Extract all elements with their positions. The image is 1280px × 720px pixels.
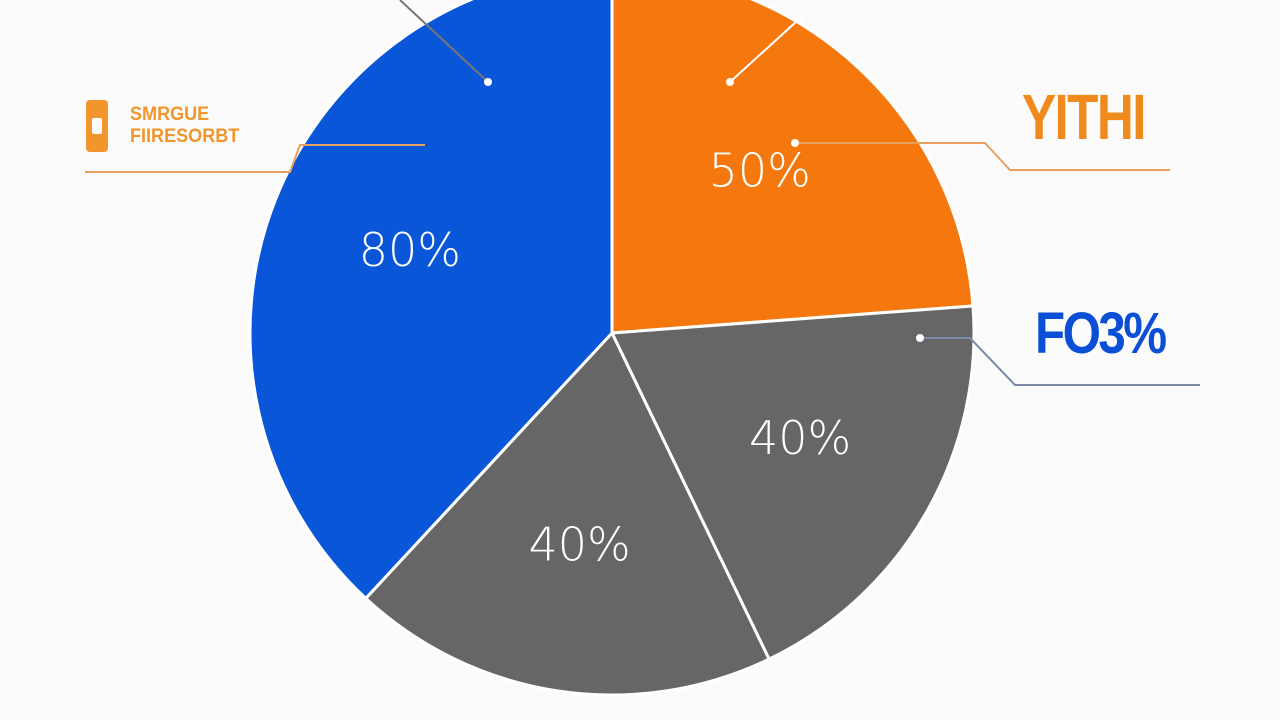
leader-line bbox=[920, 337, 1200, 386]
category-label: FO3% bbox=[1035, 301, 1167, 366]
value-label: 80% bbox=[359, 223, 461, 277]
dot bbox=[791, 139, 799, 147]
dots bbox=[484, 78, 924, 342]
leader-line bbox=[729, 0, 821, 83]
pie-slice bbox=[248, 0, 614, 601]
category-label: SMRGUE FIIRESORBT bbox=[130, 104, 240, 147]
value-label: 40% bbox=[749, 411, 851, 465]
leader-line bbox=[399, 0, 489, 83]
dot bbox=[484, 78, 492, 86]
leader-line bbox=[85, 144, 425, 173]
leader-lines bbox=[85, 0, 1200, 386]
category-label: YITHI bbox=[1022, 81, 1146, 153]
dot bbox=[726, 78, 734, 86]
pie-slice bbox=[610, 0, 975, 335]
pie-slice bbox=[609, 304, 976, 662]
leader-line bbox=[795, 142, 1170, 171]
pie-slice bbox=[363, 330, 772, 697]
dot bbox=[916, 334, 924, 342]
pie bbox=[248, 0, 976, 697]
value-label: 40% bbox=[529, 517, 631, 571]
value-label: 50% bbox=[709, 143, 811, 197]
label-icon-detail bbox=[92, 118, 102, 134]
